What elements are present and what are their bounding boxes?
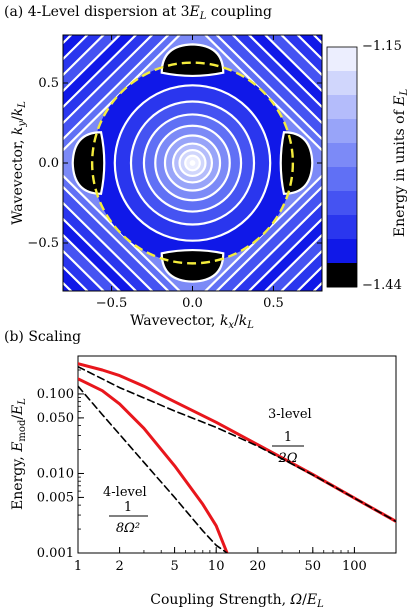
line-plot-xtick-label: 20: [250, 559, 267, 574]
colorbar-segment: [327, 71, 357, 96]
heatmap-ytick-label: −0.5: [27, 236, 59, 251]
line-plot-series: [78, 362, 396, 553]
colorbar-segment: [327, 167, 357, 192]
colorbar-min-label: −1.44: [362, 278, 402, 293]
heatmap-xlabel: Wavevector, kx/kL: [130, 313, 254, 331]
line-plot-ytick-label: 0.050: [37, 411, 74, 426]
heatmap-minimum-lobe: [71, 131, 106, 195]
line-plot-ytick-label: 0.010: [37, 466, 74, 481]
line-plot-xtick-label: 2: [115, 559, 123, 574]
line-series-dashed-three-level: [78, 365, 396, 523]
three-level-denominator: 2Ω: [277, 451, 297, 466]
line-plot-frame: [77, 355, 397, 554]
line-plot-ytick-label: 0.001: [37, 546, 74, 561]
line-plot-xtick-label: 50: [305, 559, 322, 574]
colorbar-frame: [326, 46, 358, 288]
line-plot-ylabel: Energy, Emod/EL: [10, 398, 28, 510]
colorbar-max-label: −1.15: [362, 39, 402, 54]
colorbar-segment: [327, 215, 357, 240]
panel-b-title: (b) Scaling: [4, 329, 81, 345]
colorbar-segment: [327, 263, 357, 288]
colorbar-segment: [327, 47, 357, 72]
four-level-label: 4-level: [103, 485, 147, 500]
colorbar: [326, 46, 358, 288]
line-plot-xtick-label: 5: [170, 559, 178, 574]
heatmap-ytick-label: 0.5: [38, 76, 59, 91]
colorbar-label: Energy in units of EL: [392, 89, 410, 238]
colorbar-segment: [327, 95, 357, 120]
three-level-label: 3-level: [268, 407, 312, 422]
line-plot-ytick-label: 0.100: [37, 387, 74, 402]
heatmap-ytick-label: 0.0: [38, 156, 59, 171]
line-plot-ticks: 1 2 5 10 20 50 100 0.100 0.050 0.010 0.005 0.001: [37, 369, 397, 574]
four-level-numerator: 1: [124, 500, 132, 515]
heatmap-xtick-label: 0.0: [182, 296, 203, 311]
three-level-numerator: 1: [284, 430, 292, 445]
line-plot-xtick-label: 10: [208, 559, 225, 574]
heatmap-ylabel: Wavevector, ky/kL: [10, 101, 28, 225]
panel-a-title: (a) 4-Level dispersion at 3EL coupling: [4, 4, 272, 22]
heatmap-center-point: [189, 160, 196, 166]
heatmap-minimum-lobe: [160, 43, 225, 78]
heatmap-minimum-lobe: [279, 131, 314, 195]
colorbar-segment: [327, 119, 357, 144]
line-plot-xtick-label: 100: [342, 559, 367, 574]
heatmap-xtick-label: −0.5: [96, 296, 128, 311]
line-plot-xlabel: Coupling Strength, Ω/EL: [150, 592, 324, 610]
line-series-solid-four-level: [78, 377, 229, 553]
line-plot-xtick-label: 1: [74, 559, 82, 574]
colorbar-segment: [327, 239, 357, 264]
colorbar-segment: [327, 191, 357, 216]
heatmap-dashed-circle: [90, 61, 295, 265]
heatmap-minimum-lobe: [160, 248, 225, 283]
colorbar-segment: [327, 143, 357, 168]
line-plot-ytick-label: 0.005: [37, 490, 74, 505]
four-level-denominator: 8Ω²: [116, 521, 140, 536]
heatmap-ticks: −0.5 0.0 0.5 0.5 0.0 −0.5: [27, 35, 322, 311]
line-series-dashed-four-level: [78, 385, 228, 553]
heatmap-plot: [63, 35, 322, 291]
heatmap-xtick-label: 0.5: [263, 296, 284, 311]
